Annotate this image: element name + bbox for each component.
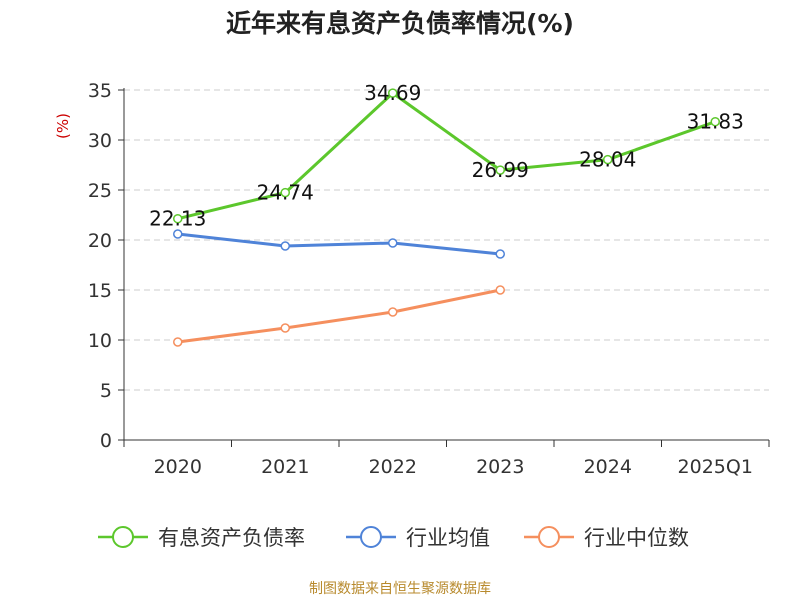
x-tick-label: 2021 bbox=[261, 456, 309, 478]
chart-title: 近年来有息资产负债率情况(%) bbox=[226, 9, 574, 38]
data-label: 26.99 bbox=[472, 158, 529, 182]
data-label: 34.69 bbox=[364, 81, 421, 105]
y-tick-label: 15 bbox=[88, 280, 112, 302]
x-tick-label: 2025Q1 bbox=[678, 456, 753, 478]
x-tick-label: 2022 bbox=[369, 456, 417, 478]
legend-marker bbox=[360, 526, 382, 548]
data-point bbox=[280, 241, 290, 251]
data-point bbox=[173, 213, 183, 224]
series-line bbox=[177, 91, 716, 221]
y-tick-label: 25 bbox=[88, 180, 112, 202]
x-tick-label: 2023 bbox=[476, 456, 524, 478]
data-point bbox=[280, 323, 290, 333]
x-tick-label: 2020 bbox=[154, 456, 202, 478]
y-tick-label: 20 bbox=[88, 230, 112, 252]
data-label: 28.04 bbox=[579, 148, 636, 172]
legend-label: 行业均值 bbox=[406, 526, 490, 550]
data-point bbox=[495, 165, 505, 175]
data-label: 24.74 bbox=[257, 181, 314, 205]
series-line bbox=[177, 288, 501, 344]
data-label: 31.83 bbox=[687, 110, 744, 134]
data-point bbox=[388, 88, 398, 98]
data-point bbox=[495, 285, 505, 295]
x-tick-label: 2024 bbox=[584, 456, 632, 478]
y-tick-label: 30 bbox=[88, 130, 112, 152]
data-point bbox=[388, 238, 398, 248]
legend-marker bbox=[112, 526, 134, 548]
data-point bbox=[280, 187, 290, 198]
data-label: 22.13 bbox=[149, 207, 206, 231]
legend-marker bbox=[538, 526, 560, 548]
data-point bbox=[173, 229, 183, 239]
series-line bbox=[177, 232, 501, 256]
data-point bbox=[603, 154, 613, 165]
source-note: 制图数据来自恒生聚源数据库 bbox=[309, 581, 491, 597]
data-point bbox=[495, 249, 505, 259]
data-point bbox=[173, 337, 183, 347]
y-tick-label: 0 bbox=[100, 430, 112, 452]
data-point bbox=[388, 307, 398, 317]
y-tick-label: 35 bbox=[88, 80, 112, 102]
legend-label: 行业中位数 bbox=[584, 526, 689, 550]
y-tick-label: 5 bbox=[100, 380, 112, 402]
data-point bbox=[710, 116, 720, 127]
y-tick-label: 10 bbox=[88, 330, 112, 352]
y-axis-label: (%) bbox=[54, 113, 72, 139]
legend-label: 有息资产负债率 bbox=[158, 526, 305, 550]
